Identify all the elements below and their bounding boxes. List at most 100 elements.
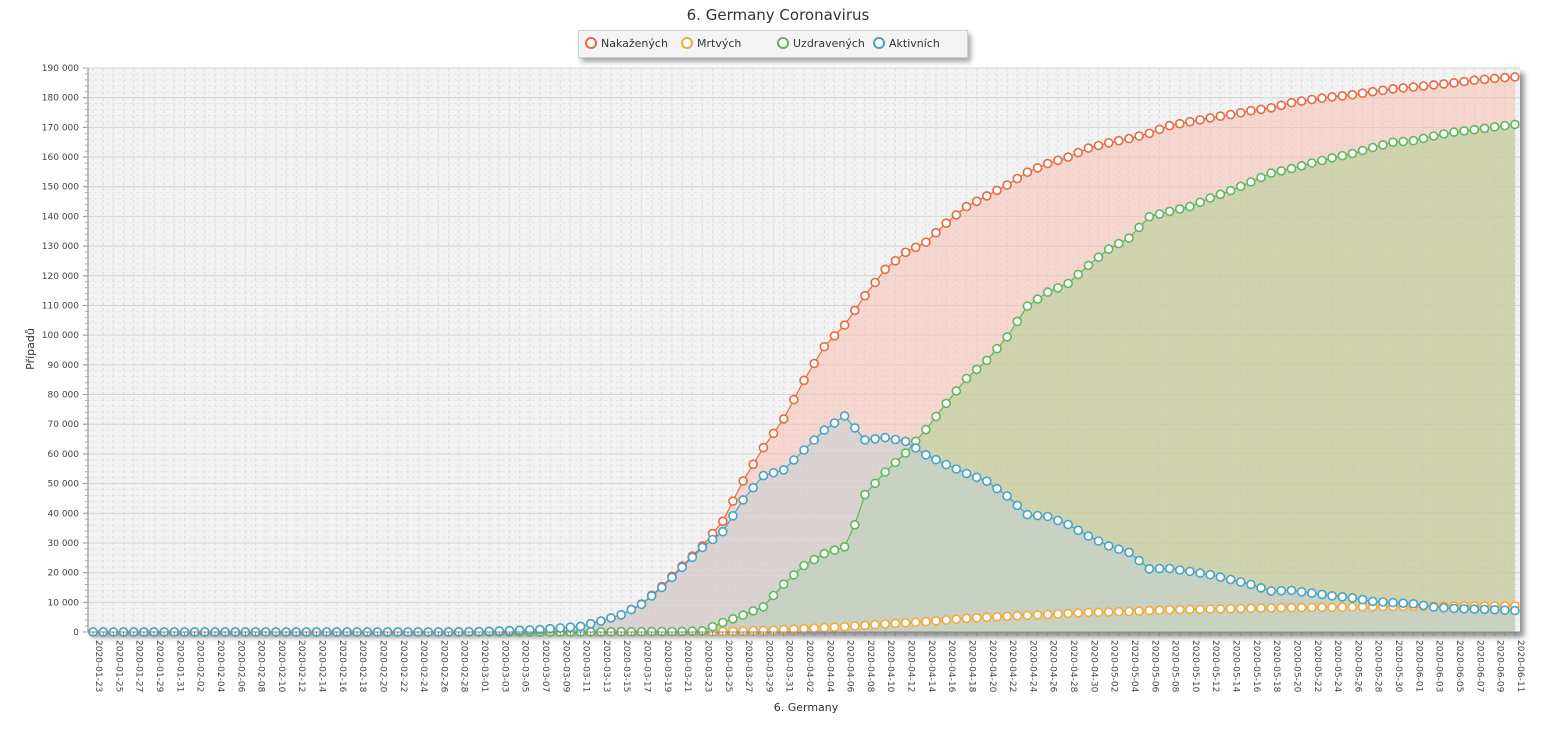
legend-item-nakazenych[interactable]: Nakažených: [585, 37, 668, 50]
point-aktivnich[interactable]: [778, 465, 789, 475]
point-uzdravenych[interactable]: [1317, 155, 1327, 166]
point-uzdravenych[interactable]: [1469, 124, 1480, 135]
point-mrtvych[interactable]: [819, 622, 830, 633]
point-nakazenych[interactable]: [1337, 91, 1348, 101]
point-mrtvych[interactable]: [839, 621, 850, 632]
point-uzdravenych[interactable]: [1205, 193, 1215, 203]
point-uzdravenych[interactable]: [1286, 163, 1297, 174]
point-nakazenych[interactable]: [758, 442, 769, 453]
point-uzdravenych[interactable]: [829, 545, 840, 556]
point-nakazenych[interactable]: [1235, 107, 1246, 118]
point-uzdravenych[interactable]: [1175, 204, 1185, 214]
point-mrtvych[interactable]: [1296, 602, 1307, 613]
point-nakazenych[interactable]: [1428, 80, 1439, 90]
point-uzdravenych[interactable]: [1042, 287, 1053, 297]
point-nakazenych[interactable]: [1317, 93, 1327, 103]
point-uzdravenych[interactable]: [1114, 238, 1124, 249]
point-aktivnich[interactable]: [900, 436, 911, 447]
point-aktivnich[interactable]: [971, 472, 982, 483]
point-uzdravenych[interactable]: [1053, 282, 1063, 293]
point-aktivnich[interactable]: [1469, 604, 1480, 614]
point-aktivnich[interactable]: [758, 470, 769, 481]
point-nakazenych[interactable]: [921, 237, 931, 247]
point-mrtvych[interactable]: [921, 616, 931, 627]
point-uzdravenych[interactable]: [1154, 209, 1165, 219]
point-nakazenych[interactable]: [1083, 143, 1094, 153]
point-mrtvych[interactable]: [1032, 610, 1043, 620]
point-aktivnich[interactable]: [1083, 531, 1094, 541]
point-aktivnich[interactable]: [1144, 563, 1155, 574]
point-nakazenych[interactable]: [1307, 94, 1317, 105]
point-aktivnich[interactable]: [921, 449, 931, 460]
point-uzdravenych[interactable]: [951, 386, 962, 396]
point-nakazenych[interactable]: [1286, 97, 1297, 108]
point-nakazenych[interactable]: [778, 414, 789, 424]
point-uzdravenych[interactable]: [1296, 161, 1307, 171]
point-nakazenych[interactable]: [1469, 75, 1480, 85]
point-nakazenych[interactable]: [1144, 128, 1155, 139]
point-nakazenych[interactable]: [880, 264, 891, 275]
point-nakazenych[interactable]: [1246, 105, 1256, 116]
point-aktivnich[interactable]: [849, 423, 860, 433]
point-uzdravenych[interactable]: [839, 541, 850, 552]
point-uzdravenych[interactable]: [748, 606, 759, 616]
point-aktivnich[interactable]: [1022, 509, 1033, 520]
point-uzdravenych[interactable]: [1134, 222, 1144, 233]
point-uzdravenych[interactable]: [1022, 301, 1033, 311]
point-nakazenych[interactable]: [1256, 104, 1266, 115]
point-mrtvych[interactable]: [1022, 610, 1033, 621]
point-aktivnich[interactable]: [829, 418, 840, 428]
point-aktivnich[interactable]: [1103, 541, 1114, 551]
point-aktivnich[interactable]: [656, 582, 667, 593]
point-aktivnich[interactable]: [1235, 577, 1246, 587]
point-mrtvych[interactable]: [829, 622, 840, 633]
point-aktivnich[interactable]: [697, 542, 708, 553]
point-mrtvych[interactable]: [971, 612, 982, 623]
point-nakazenych[interactable]: [1367, 86, 1378, 97]
point-mrtvych[interactable]: [880, 619, 891, 629]
point-mrtvych[interactable]: [961, 613, 972, 624]
point-mrtvych[interactable]: [1154, 605, 1165, 616]
point-aktivnich[interactable]: [910, 443, 921, 453]
point-uzdravenych[interactable]: [890, 457, 901, 468]
point-mrtvych[interactable]: [870, 619, 880, 630]
point-aktivnich[interactable]: [585, 618, 596, 629]
point-nakazenych[interactable]: [1053, 155, 1063, 166]
point-nakazenych[interactable]: [717, 516, 728, 527]
point-mrtvych[interactable]: [941, 615, 952, 625]
point-nakazenych[interactable]: [819, 341, 830, 352]
point-uzdravenych[interactable]: [1235, 181, 1246, 192]
point-mrtvych[interactable]: [1327, 602, 1337, 613]
point-aktivnich[interactable]: [880, 432, 891, 443]
point-nakazenych[interactable]: [971, 196, 982, 207]
point-uzdravenych[interactable]: [707, 621, 718, 632]
point-mrtvych[interactable]: [1012, 610, 1023, 621]
point-uzdravenych[interactable]: [819, 548, 830, 559]
point-aktivnich[interactable]: [1032, 510, 1043, 521]
point-uzdravenych[interactable]: [1246, 177, 1256, 187]
point-uzdravenych[interactable]: [738, 610, 748, 620]
point-nakazenych[interactable]: [941, 218, 952, 228]
point-nakazenych[interactable]: [860, 290, 870, 301]
point-aktivnich[interactable]: [1307, 588, 1317, 598]
point-uzdravenych[interactable]: [1428, 131, 1439, 141]
point-uzdravenych[interactable]: [931, 411, 941, 422]
point-aktivnich[interactable]: [1164, 563, 1175, 574]
point-aktivnich[interactable]: [981, 476, 992, 487]
point-uzdravenych[interactable]: [1388, 137, 1398, 147]
point-aktivnich[interactable]: [1002, 491, 1012, 501]
point-mrtvych[interactable]: [849, 621, 860, 631]
point-nakazenych[interactable]: [1012, 173, 1023, 184]
point-aktivnich[interactable]: [1175, 565, 1185, 575]
point-nakazenych[interactable]: [1510, 72, 1520, 82]
point-nakazenych[interactable]: [738, 476, 748, 486]
point-uzdravenych[interactable]: [992, 343, 1002, 354]
point-nakazenych[interactable]: [809, 358, 820, 369]
point-aktivnich[interactable]: [941, 459, 952, 470]
point-mrtvych[interactable]: [1114, 606, 1124, 617]
point-aktivnich[interactable]: [1388, 597, 1398, 608]
point-nakazenych[interactable]: [1388, 84, 1398, 94]
point-aktivnich[interactable]: [1449, 603, 1459, 614]
point-uzdravenych[interactable]: [1327, 153, 1337, 163]
point-aktivnich[interactable]: [606, 613, 616, 623]
